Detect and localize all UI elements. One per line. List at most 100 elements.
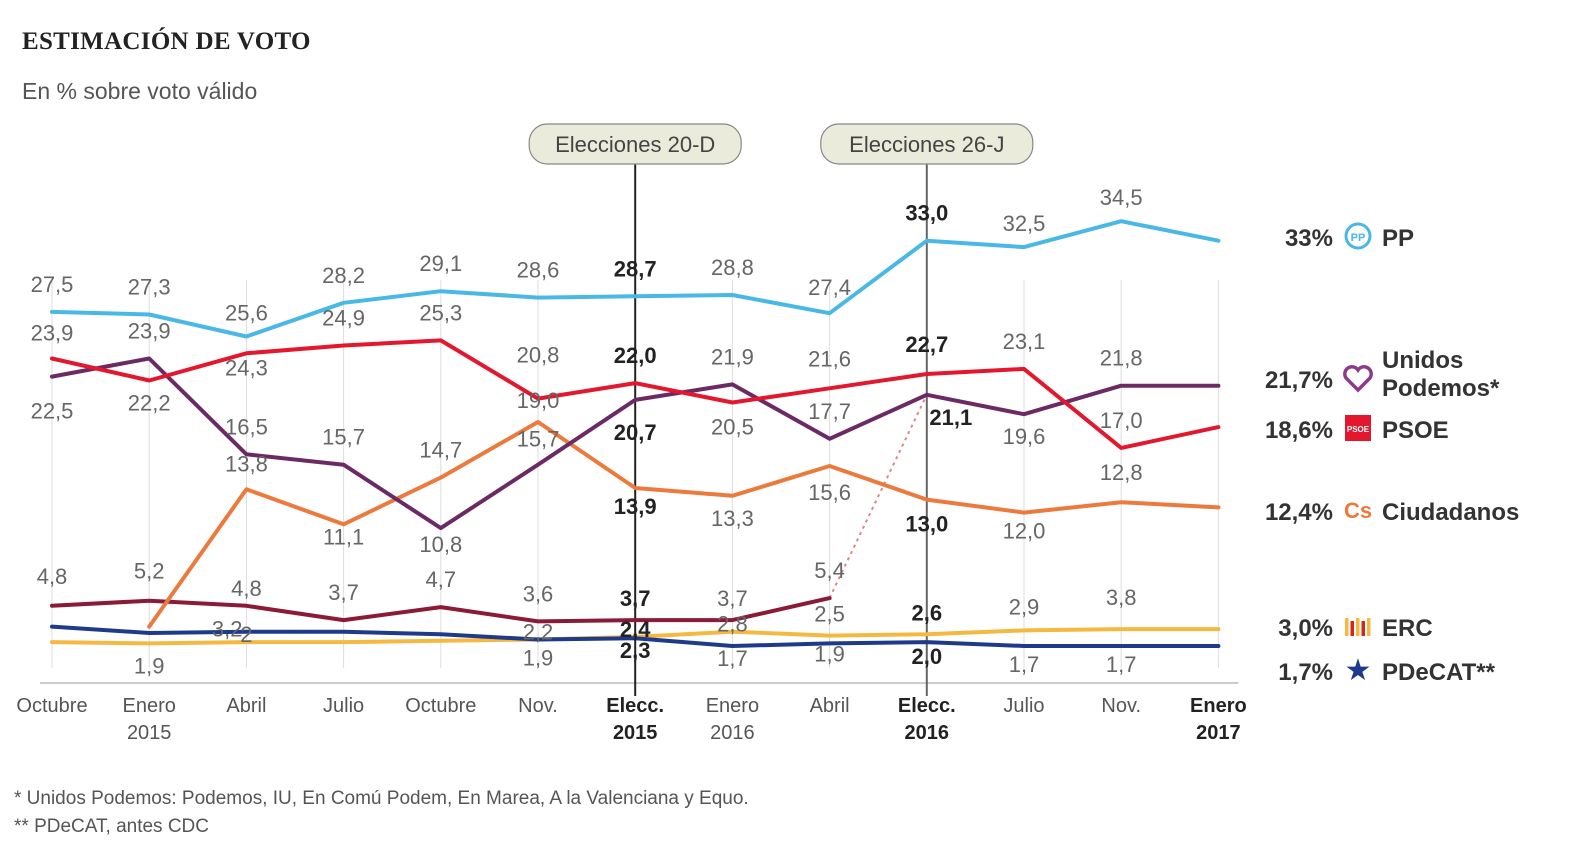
legend-name-pp: PP — [1382, 225, 1414, 252]
data-label-pp: 25,6 — [225, 300, 268, 325]
erc-logo-icon — [1350, 621, 1354, 636]
x-tick-label: Julio — [323, 695, 364, 717]
data-label-cdc: 3,6 — [523, 581, 554, 606]
erc-logo-icon — [1361, 621, 1365, 636]
data-label-erc: 2,8 — [717, 612, 748, 637]
data-label-up: 19,6 — [1003, 424, 1046, 449]
data-label-pp: 28,6 — [517, 258, 560, 283]
data-label-pp: 28,7 — [614, 256, 657, 281]
data-label-erc: 2 — [240, 622, 252, 647]
legend-value-pdecat: 1,7% — [1278, 659, 1333, 686]
erc-logo-icon — [1345, 618, 1349, 636]
legend-name-up: Unidos — [1382, 347, 1463, 374]
x-tick-label: Nov. — [1101, 695, 1141, 717]
series-line-cdc — [50, 596, 832, 624]
data-label-cs: 12,8 — [1100, 460, 1143, 485]
series-line-pp — [50, 219, 1221, 339]
legend-value-up: 21,7% — [1265, 367, 1333, 394]
data-label-psoe: 22,7 — [905, 332, 948, 357]
data-label-pdecat: 1,9 — [523, 646, 554, 671]
data-label-cdc: 4,8 — [37, 564, 68, 589]
legend-name-up: Podemos* — [1382, 375, 1500, 402]
data-label-cdc: 5,2 — [134, 559, 165, 584]
data-label-erc: 2,4 — [620, 617, 651, 642]
data-label-pdecat: 1,7 — [717, 646, 748, 671]
x-tick-label: Abril — [810, 695, 850, 717]
data-label-up: 21,8 — [1100, 346, 1143, 371]
data-label-psoe: 23,9 — [31, 320, 74, 345]
pp-logo-icon: PP — [1351, 232, 1366, 244]
x-tick-label: 2015 — [613, 722, 658, 744]
data-label-pp: 33,0 — [905, 201, 948, 226]
data-label-erc: 3,8 — [1106, 585, 1137, 610]
series-line-psoe — [50, 338, 1221, 450]
data-label-erc: 2,6 — [912, 600, 943, 625]
election-pill-label: Elecciones 20-D — [555, 132, 715, 157]
dotted-link-line — [828, 394, 928, 599]
erc-logo-icon — [1367, 618, 1371, 636]
data-label-pdecat: 1,7 — [1009, 652, 1040, 677]
legend-name-erc: ERC — [1382, 615, 1433, 642]
chart-subtitle: En % sobre voto válido — [22, 78, 258, 104]
data-label-erc: 2,5 — [814, 602, 845, 627]
data-label-cdc: 3,7 — [717, 586, 748, 611]
x-tick-label: Nov. — [518, 695, 558, 717]
data-label-cs: 14,7 — [419, 438, 462, 463]
data-label-cs: 13,0 — [905, 512, 948, 537]
data-label-cs: 13,9 — [614, 494, 657, 519]
data-label-pp: 34,5 — [1100, 185, 1143, 210]
data-label-cs: 13,3 — [711, 506, 754, 531]
x-tick-label: 2015 — [127, 722, 172, 744]
data-label-psoe: 22,2 — [128, 391, 171, 416]
data-label-psoe: 23,1 — [1003, 329, 1046, 354]
series-line-cs — [147, 420, 1221, 629]
data-label-psoe: 21,6 — [808, 346, 851, 371]
data-label-cs: 19,0 — [517, 388, 560, 413]
footnote-unidos-podemos: * Unidos Podemos: Podemos, IU, En Comú P… — [14, 788, 749, 809]
unidos-podemos-heart-icon — [1343, 365, 1373, 393]
x-tick-label: Enero — [1190, 695, 1247, 717]
data-label-up: 23,9 — [128, 318, 171, 343]
x-tick-label: 2016 — [710, 722, 755, 744]
erc-logo-icon — [1356, 618, 1360, 636]
series-line-up — [50, 356, 1221, 531]
data-label-cdc: 3,7 — [328, 580, 359, 605]
data-label-up: 21,9 — [711, 344, 754, 369]
election-pill — [528, 123, 742, 165]
election-pill — [820, 123, 1034, 165]
data-label-psoe: 25,3 — [419, 300, 462, 325]
data-label-up: 15,7 — [322, 425, 365, 450]
data-label-up: 16,5 — [225, 414, 268, 439]
data-label-psoe: 24,3 — [225, 355, 268, 380]
psoe-logo-icon — [1345, 415, 1371, 441]
data-label-pp: 29,1 — [419, 251, 462, 276]
data-label-erc: 1,9 — [134, 653, 165, 678]
data-label-pp: 27,5 — [31, 272, 74, 297]
psoe-logo-icon: PSOE — [1347, 425, 1370, 434]
data-label-pp: 27,3 — [128, 274, 171, 299]
x-tick-label: Elecc. — [898, 695, 956, 717]
data-label-cs: 3,2 — [212, 617, 243, 642]
series-line-pdecat — [50, 624, 1221, 648]
x-tick-label: 2017 — [1196, 722, 1241, 744]
pdecat-star-icon: ★ — [1345, 654, 1372, 687]
x-tick-label: Julio — [1003, 695, 1044, 717]
chart-title: ESTIMACIÓN DE VOTO — [22, 28, 311, 55]
x-tick-label: Enero — [706, 695, 759, 717]
data-label-cdc: 5,4 — [814, 558, 845, 583]
data-label-up: 20,7 — [614, 420, 657, 445]
pp-logo-icon — [1344, 222, 1372, 250]
data-label-psoe: 17,0 — [1100, 408, 1143, 433]
legend-name-psoe: PSOE — [1382, 417, 1449, 444]
data-label-up: 22,5 — [31, 399, 74, 424]
data-label-pdecat: 2,0 — [912, 644, 943, 669]
data-label-pdecat: 1,7 — [1106, 652, 1137, 677]
data-label-pp: 32,5 — [1003, 211, 1046, 236]
legend-name-pdecat: PDeCAT** — [1382, 659, 1496, 686]
data-label-pp: 28,2 — [322, 263, 365, 288]
data-label-psoe: 20,8 — [517, 343, 560, 368]
data-label-cs: 12,0 — [1003, 519, 1046, 544]
data-label-psoe: 22,0 — [614, 343, 657, 368]
data-label-cs: 11,1 — [323, 524, 364, 549]
